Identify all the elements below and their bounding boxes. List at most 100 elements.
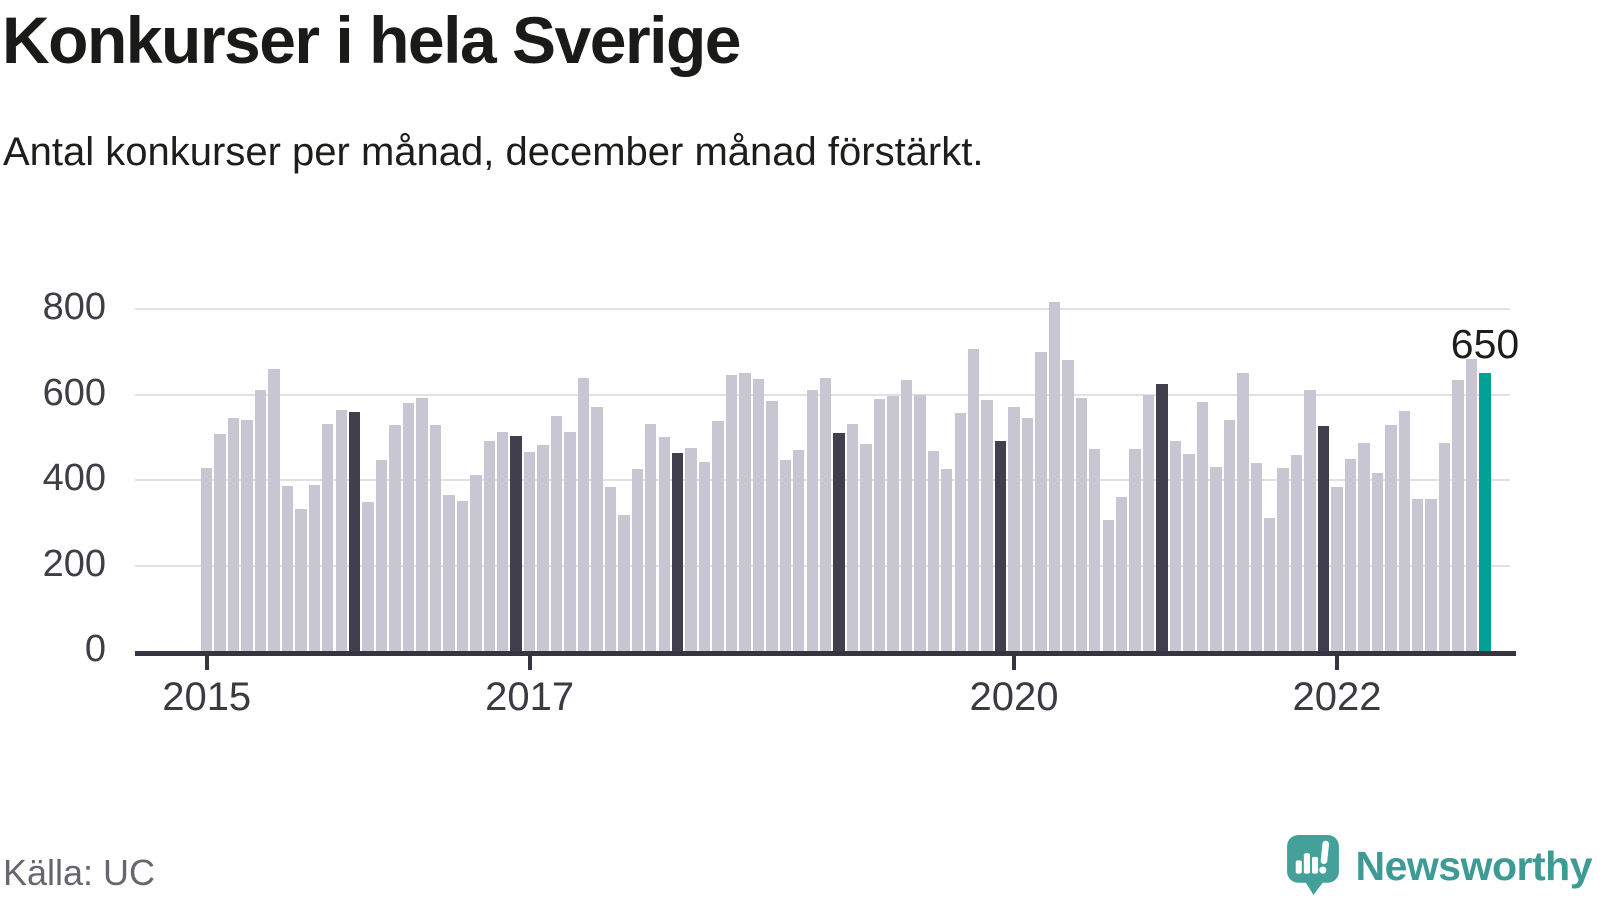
bar-2021-07 bbox=[1250, 463, 1262, 651]
bar-2016-05 bbox=[416, 398, 428, 651]
bar-2015-12 bbox=[349, 411, 361, 651]
x-axis-label-2022: 2022 bbox=[1292, 675, 1382, 719]
bar-2022-01 bbox=[1331, 486, 1343, 651]
bar-2017-05 bbox=[577, 377, 590, 651]
y-axis-label-400: 400 bbox=[42, 456, 106, 499]
bar-2021-11 bbox=[1304, 389, 1316, 651]
bar-2022-04 bbox=[1371, 472, 1384, 651]
bar-2015-07 bbox=[281, 486, 294, 651]
bar-2019-05 bbox=[900, 379, 913, 651]
bar-2017-12 bbox=[671, 452, 684, 651]
bar-2021-02 bbox=[1183, 454, 1195, 651]
bar-2020-11 bbox=[1142, 394, 1155, 651]
x-axis-tick-2022 bbox=[1335, 656, 1339, 670]
gridline-800 bbox=[135, 308, 1510, 311]
bar-2022-06 bbox=[1398, 411, 1410, 651]
chart-title: Konkurser i hela Sverige bbox=[2, 3, 742, 77]
bar-2017-06 bbox=[591, 407, 603, 651]
bar-2019-09 bbox=[954, 413, 966, 651]
bar-2022-05 bbox=[1385, 425, 1397, 651]
bar-2019-04 bbox=[887, 396, 899, 651]
bar-2019-08 bbox=[941, 468, 953, 651]
bar-2018-09 bbox=[793, 450, 805, 651]
bar-2021-08 bbox=[1264, 517, 1276, 651]
bar-2020-08 bbox=[1102, 519, 1114, 651]
bar-2016-07 bbox=[443, 495, 455, 651]
y-axis-label-0: 0 bbox=[84, 627, 106, 670]
bar-2021-06 bbox=[1237, 373, 1249, 651]
bar-2015-02 bbox=[214, 433, 226, 651]
bar-2016-04 bbox=[402, 402, 415, 651]
bar-2020-10 bbox=[1129, 448, 1141, 651]
bar-2022-07 bbox=[1412, 499, 1424, 651]
bar-2018-04 bbox=[725, 375, 738, 651]
bar-2020-07 bbox=[1089, 449, 1101, 651]
bar-2017-08 bbox=[618, 514, 630, 651]
bar-2020-02 bbox=[1021, 418, 1034, 651]
y-axis-label-800: 800 bbox=[42, 286, 106, 329]
bar-2016-10 bbox=[483, 440, 495, 651]
bar-2020-09 bbox=[1116, 496, 1128, 651]
x-axis-tick-2015 bbox=[204, 656, 209, 670]
bar-2015-05 bbox=[254, 389, 267, 651]
latest-value-label: 650 bbox=[1450, 321, 1520, 368]
bar-2018-12 bbox=[833, 432, 845, 651]
bar-2018-10 bbox=[806, 390, 818, 651]
bar-2019-03 bbox=[873, 398, 886, 651]
bar-2018-05 bbox=[739, 373, 751, 651]
bar-2020-05 bbox=[1062, 359, 1074, 651]
bar-2019-06 bbox=[914, 394, 926, 651]
bar-2015-03 bbox=[227, 417, 240, 651]
bar-2017-07 bbox=[604, 486, 617, 651]
brand-logo: Newsworthy bbox=[1286, 834, 1592, 897]
bar-2017-09 bbox=[631, 469, 643, 651]
bar-2019-12 bbox=[994, 441, 1007, 651]
source-caption: Källa: UC bbox=[3, 852, 156, 893]
bar-2017-04 bbox=[564, 431, 576, 651]
bar-2021-03 bbox=[1196, 401, 1209, 651]
bar-2019-11 bbox=[981, 399, 993, 651]
bar-2018-08 bbox=[779, 460, 791, 651]
bar-2015-01 bbox=[201, 468, 213, 651]
bar-2018-03 bbox=[712, 421, 724, 651]
y-axis-label-600: 600 bbox=[42, 371, 106, 414]
bar-2016-11 bbox=[497, 431, 509, 651]
bar-2016-09 bbox=[470, 474, 482, 651]
bar-2021-05 bbox=[1223, 420, 1236, 651]
x-axis-label-2015: 2015 bbox=[162, 675, 252, 719]
bar-2015-06 bbox=[268, 369, 280, 651]
bar-2018-02 bbox=[698, 461, 711, 651]
bar-2020-12 bbox=[1156, 384, 1168, 651]
x-axis-tick-2017 bbox=[527, 656, 532, 670]
bar-2021-10 bbox=[1290, 454, 1303, 651]
bar-2021-01 bbox=[1169, 440, 1182, 651]
newsworthy-logo-icon bbox=[1286, 835, 1339, 895]
bar-2019-01 bbox=[846, 423, 859, 651]
bar-2017-03 bbox=[550, 416, 563, 651]
bar-2017-01 bbox=[523, 452, 536, 651]
bar-2017-02 bbox=[537, 445, 549, 651]
bar-2015-04 bbox=[241, 420, 253, 651]
bar-2020-04 bbox=[1048, 301, 1061, 651]
bar-2022-11 bbox=[1465, 358, 1478, 651]
bar-2018-11 bbox=[819, 377, 832, 651]
bar-2019-02 bbox=[860, 444, 872, 651]
bar-2022-09 bbox=[1438, 442, 1451, 651]
bar-2022-02 bbox=[1344, 459, 1357, 651]
bar-2019-07 bbox=[927, 450, 939, 651]
bar-2015-09 bbox=[308, 484, 321, 651]
bar-2022-08 bbox=[1425, 498, 1437, 651]
bar-2021-09 bbox=[1277, 467, 1289, 651]
x-axis-label-2017: 2017 bbox=[485, 675, 575, 719]
bar-2021-12 bbox=[1317, 426, 1330, 651]
bar-2017-11 bbox=[658, 437, 670, 651]
bar-2016-08 bbox=[456, 500, 469, 651]
chart-subtitle: Antal konkurser per månad, december måna… bbox=[3, 130, 984, 174]
y-axis-label-200: 200 bbox=[42, 542, 106, 585]
bar-2016-02 bbox=[375, 460, 388, 651]
bar-2016-01 bbox=[362, 502, 374, 651]
bar-2018-06 bbox=[752, 379, 765, 651]
bar-2020-01 bbox=[1008, 407, 1020, 651]
bar-2016-03 bbox=[389, 424, 401, 651]
